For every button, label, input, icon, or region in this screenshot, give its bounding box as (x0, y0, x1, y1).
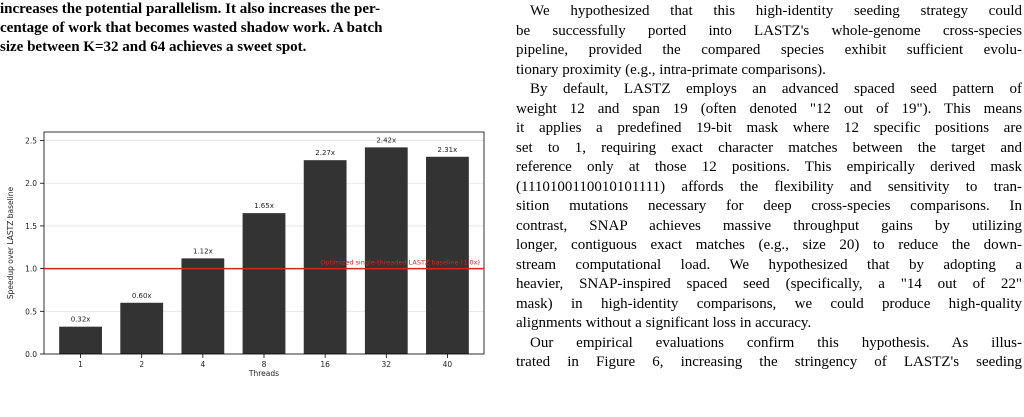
bar (59, 326, 102, 354)
paragraph-line: be successfully ported into LASTZ's whol… (516, 22, 1022, 39)
baseline-label: Optimized single-threaded LASTZ baseline… (320, 259, 480, 267)
paragraph-line: sition mutations necessary for deep cros… (516, 198, 1022, 214)
bar-value-label: 1.65x (254, 202, 274, 210)
paragraph-line: stream computational load. We hypothesiz… (516, 256, 1022, 273)
y-tick-label: 2.5 (25, 137, 37, 146)
x-tick-label: 1 (78, 360, 83, 369)
bar-value-label: 1.12x (193, 247, 213, 255)
paragraph-line: set to 1, requiring exact character matc… (516, 139, 1022, 156)
paragraph-line: tionary proximity (e.g., intra-primate c… (516, 61, 826, 78)
paragraph-line: mask) in high-identity comparisons, we c… (516, 295, 1022, 312)
y-tick-label: 0.5 (25, 307, 37, 316)
paragraph-line: Our empirical evaluations confirm this h… (530, 334, 1022, 351)
bar (181, 258, 225, 354)
bar-value-label: 2.31x (438, 146, 458, 154)
bar-value-label: 0.60x (132, 292, 152, 300)
bar (364, 147, 408, 354)
x-tick-label: 8 (262, 360, 267, 369)
x-tick-label: 2 (139, 360, 144, 369)
paragraph-line: weight 12 and span 19 (often denoted "12… (516, 100, 1022, 117)
bar (120, 302, 164, 354)
paragraph-line: We hypothesized that this high-identity … (530, 3, 1022, 19)
left-paragraph-line: size between K=32 and 64 achieves a swee… (0, 39, 307, 55)
paragraph-line: heavier, SNAP-inspired spaced seed (spec… (516, 276, 1022, 292)
paragraph-line: longer, contiguous exact matches (e.g., … (516, 237, 1022, 253)
left-paragraph-line: increases the potential parallelism. It … (0, 1, 381, 17)
paragraph-line: pipeline, provided the compared species … (516, 42, 1022, 58)
x-tick-label: 16 (320, 360, 330, 369)
y-axis-label: Speedup over LASTZ baseline (6, 186, 15, 299)
paragraph-line: alignments without a significant loss in… (516, 315, 812, 331)
bar-value-label: 2.42x (376, 136, 396, 144)
y-tick-label: 1.0 (25, 265, 37, 274)
bar-value-label: 2.27x (315, 149, 335, 157)
bar-value-label: 0.32x (71, 316, 91, 324)
right-column-text: We hypothesized that this high-identity … (516, 0, 1022, 373)
speedup-chart-svg: 0.0 0.5 1.0 1.5 2.0 2.5 Speedup over LASTZ bas… (6, 131, 485, 378)
speedup-chart: 0.0 0.5 1.0 1.5 2.0 2.5 Speedup over LASTZ bas… (0, 118, 490, 412)
x-tick-label: 32 (382, 360, 392, 369)
bar (242, 213, 286, 354)
paragraph-line: contrast, SNAP achieves massive throughp… (516, 217, 1022, 234)
y-tick-label: 1.5 (25, 222, 37, 231)
paragraph-line: By default, LASTZ employs an advanced sp… (530, 81, 1022, 97)
paragraph-line: trated in Figure 6, increasing the strin… (516, 354, 1022, 370)
x-axis-label: Threads (248, 369, 279, 378)
bar (426, 156, 469, 354)
left-paragraph-line: centage of work that becomes wasted shad… (0, 20, 383, 36)
y-tick-label: 0.0 (25, 350, 37, 359)
paragraph-line: (1110100110010101111) affords the flexib… (516, 178, 1022, 195)
paragraph-line: it applies a predefined 19-bit mask wher… (516, 120, 1022, 136)
bar (303, 160, 347, 354)
left-paragraph: increases the potential parallelism. It … (0, 0, 488, 57)
y-tick-label: 2.0 (25, 179, 37, 188)
paragraph-line: reference only at those 12 positions. Th… (516, 159, 1022, 175)
x-tick-label: 4 (200, 360, 205, 369)
x-tick-label: 40 (443, 360, 453, 369)
